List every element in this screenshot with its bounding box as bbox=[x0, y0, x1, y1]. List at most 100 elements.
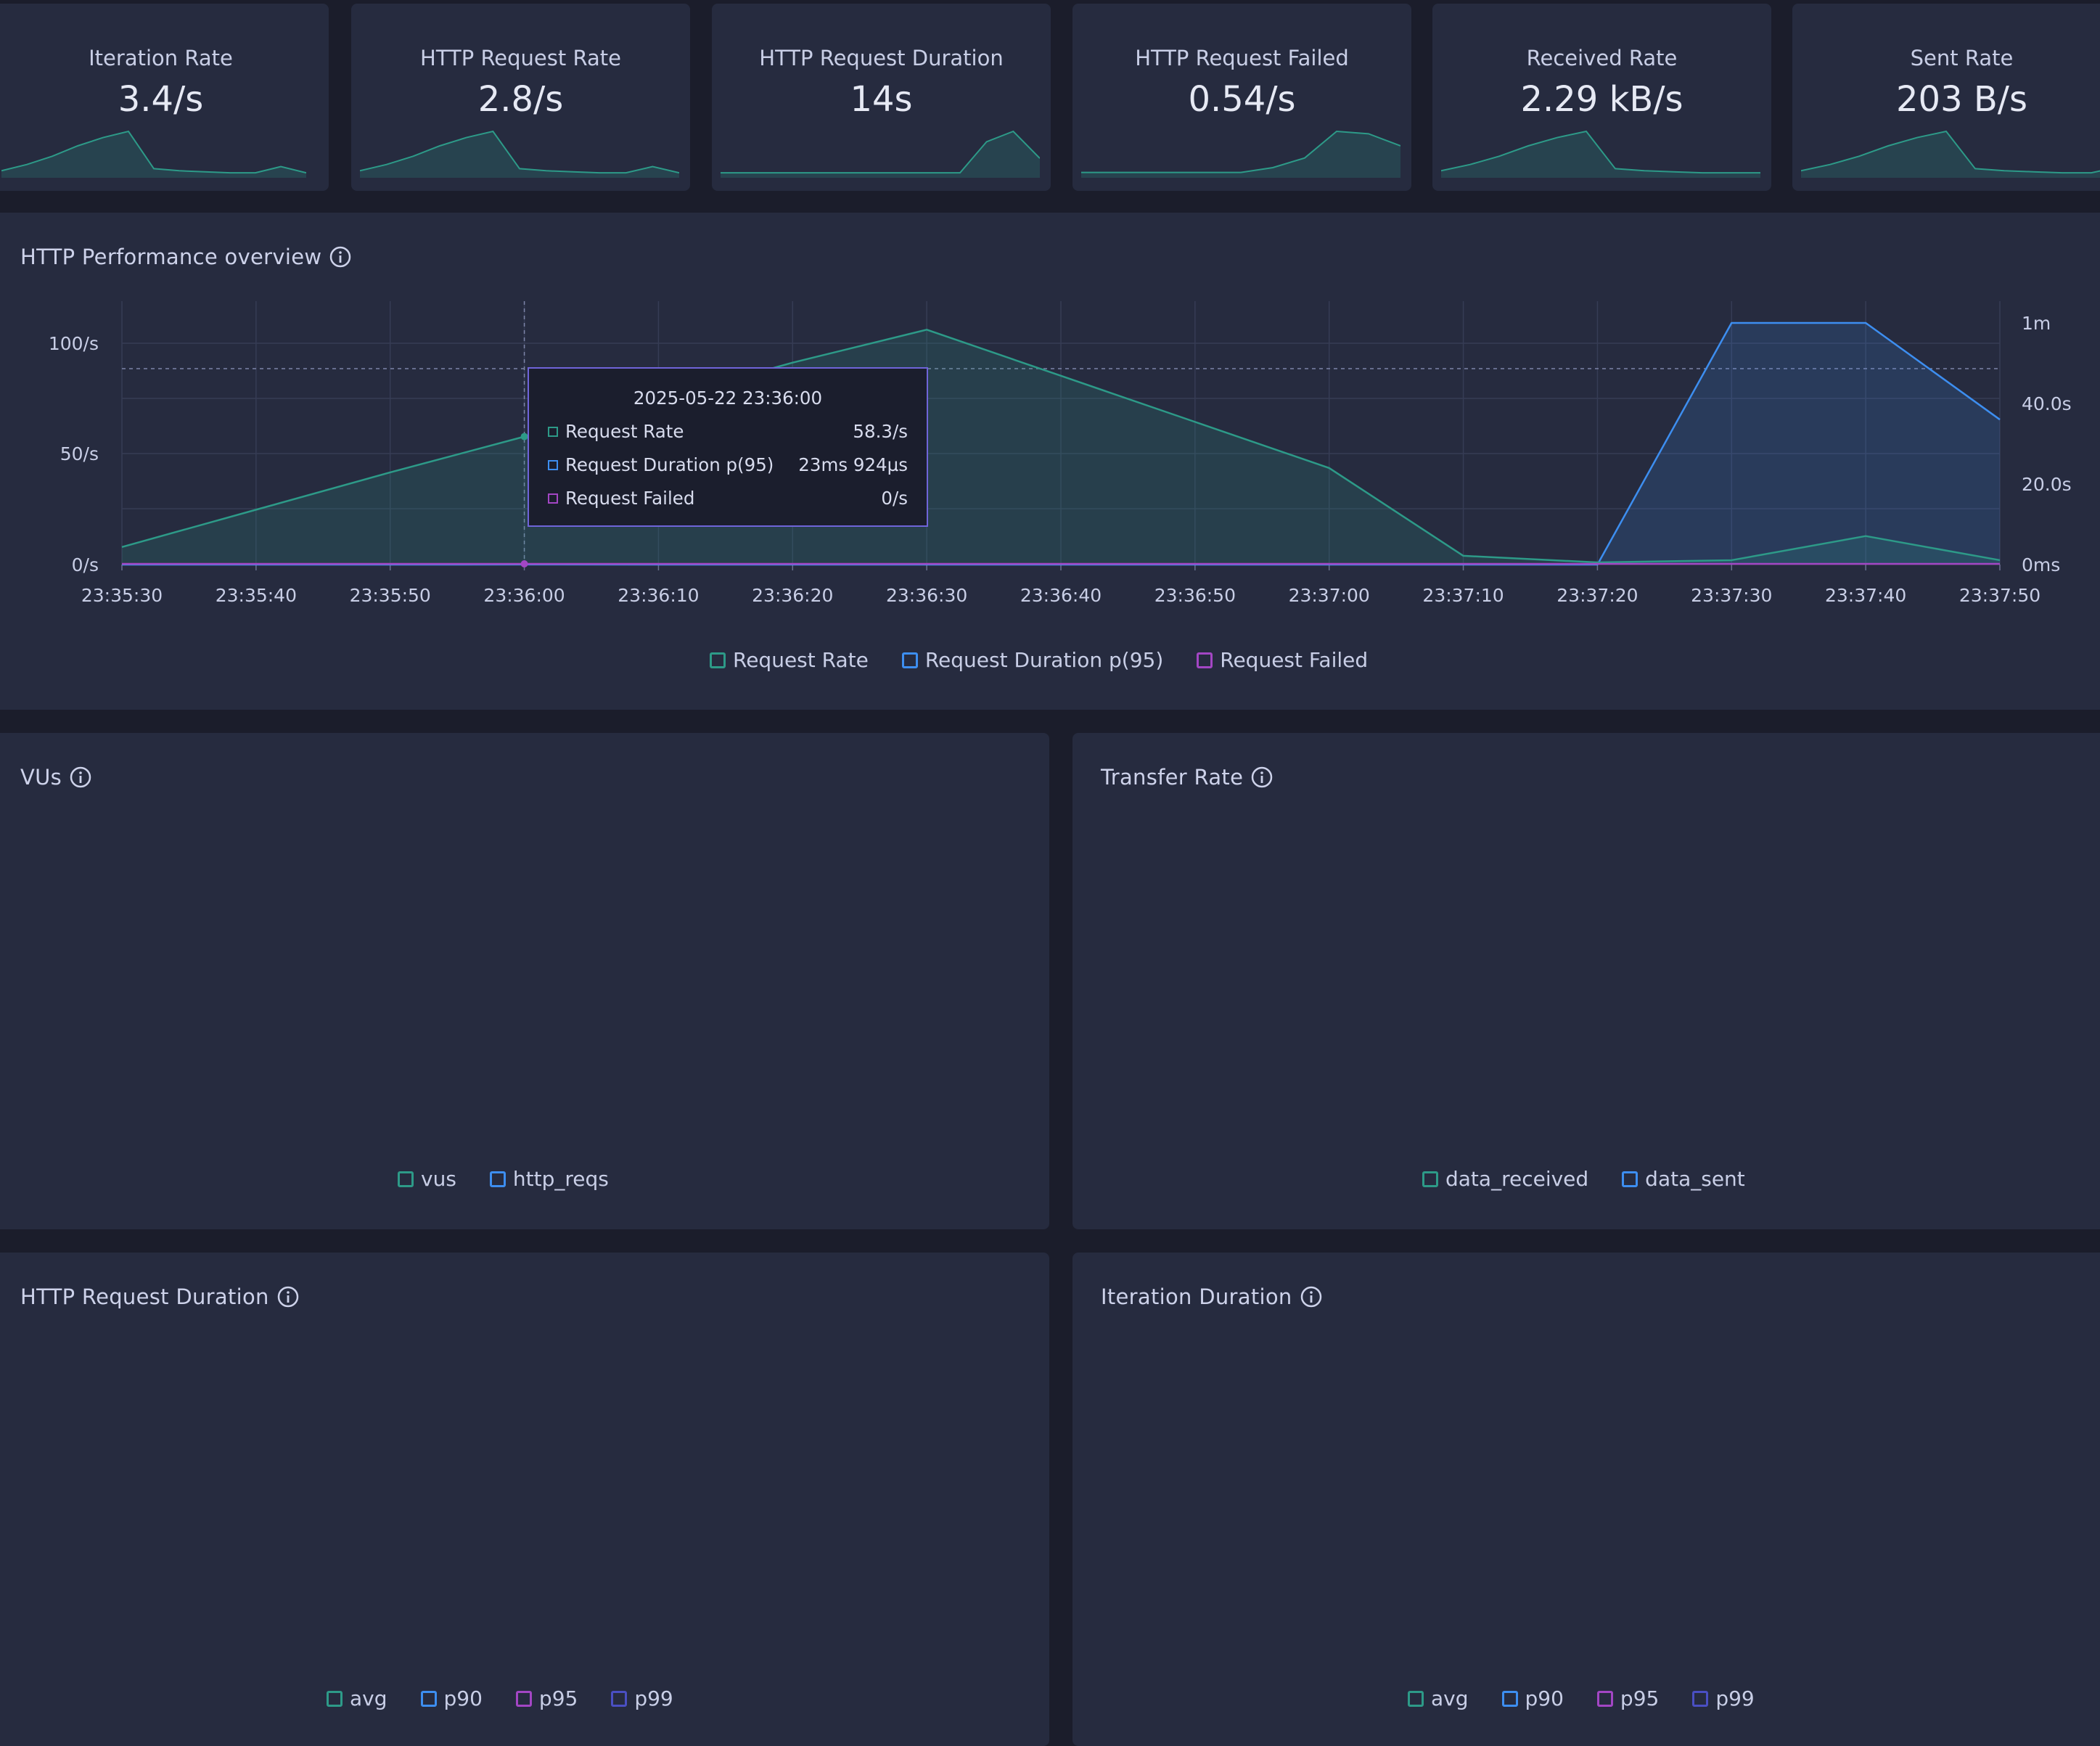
legend-swatch bbox=[1622, 1171, 1638, 1187]
stat-card-http-request-rate: HTTP Request Rate 2.8/s bbox=[351, 4, 690, 191]
legend-item-data-sent[interactable]: data_sent bbox=[1622, 1167, 1745, 1191]
legend-item-request-failed[interactable]: Request Failed bbox=[1197, 648, 1368, 672]
panel-transfer-rate: Transfer Rate bbox=[1072, 733, 2100, 1229]
legend-label: p99 bbox=[634, 1686, 673, 1710]
legend-swatch bbox=[1422, 1171, 1438, 1187]
legend-label: p90 bbox=[443, 1686, 483, 1710]
legend-item-http-reqs[interactable]: http_reqs bbox=[489, 1167, 609, 1191]
info-icon[interactable] bbox=[329, 245, 352, 269]
tooltip-value: 58.3/s bbox=[853, 421, 908, 442]
legend-label: http_reqs bbox=[512, 1167, 609, 1191]
legend-swatch bbox=[420, 1690, 437, 1707]
sparkline-line bbox=[721, 130, 1040, 174]
legend-item-avg[interactable]: avg bbox=[1408, 1686, 1469, 1710]
series-p95-area bbox=[122, 323, 2000, 565]
legend-item-p99[interactable]: p99 bbox=[1692, 1686, 1755, 1710]
sparkline bbox=[1081, 130, 1400, 178]
legend-label: p90 bbox=[1525, 1686, 1564, 1710]
legend-label: Request Duration p(95) bbox=[924, 648, 1164, 672]
tooltip-swatch bbox=[548, 459, 558, 470]
legend-item-vus[interactable]: vus bbox=[398, 1167, 456, 1191]
legend-swatch bbox=[489, 1171, 506, 1187]
legend-label: Request Rate bbox=[733, 648, 869, 672]
chart-tooltip: 2025-05-22 23:36:00 Request Rate 58.3/s … bbox=[528, 367, 928, 527]
legend-swatch bbox=[1197, 652, 1213, 668]
legend-swatch bbox=[398, 1171, 414, 1187]
panel-title: HTTP Performance overview bbox=[20, 245, 352, 269]
stat-value: 3.4/s bbox=[118, 79, 204, 120]
legend-item-avg[interactable]: avg bbox=[327, 1686, 387, 1710]
sparkline bbox=[1801, 130, 2100, 178]
x-tick-label: 23:36:10 bbox=[618, 585, 699, 606]
legend-item-p99[interactable]: p99 bbox=[611, 1686, 673, 1710]
legend-item-request-rate[interactable]: Request Rate bbox=[710, 648, 869, 672]
legend-item-p95[interactable]: p95 bbox=[515, 1686, 578, 1710]
x-tick-label: 23:35:50 bbox=[350, 585, 431, 606]
hover-point bbox=[520, 560, 528, 567]
series-request-rate-line bbox=[121, 329, 2001, 564]
sparkline bbox=[721, 130, 1040, 178]
legend-item-request-duration[interactable]: Request Duration p(95) bbox=[901, 648, 1164, 672]
sparkline-area bbox=[360, 131, 679, 178]
x-tick-label: 23:37:30 bbox=[1691, 585, 1772, 606]
legend-swatch bbox=[515, 1690, 532, 1707]
legend-label: data_sent bbox=[1645, 1167, 1745, 1191]
legend-item-data-received[interactable]: data_received bbox=[1422, 1167, 1588, 1191]
x-tick-label: 23:36:20 bbox=[752, 585, 833, 606]
panel-http-performance-overview: HTTP Performance overview bbox=[0, 213, 2100, 710]
tooltip-swatch bbox=[548, 493, 558, 504]
tooltip-label: Request Failed bbox=[565, 488, 695, 509]
stat-title: HTTP Request Rate bbox=[420, 46, 621, 70]
y2-tick-label: 0ms bbox=[2022, 554, 2060, 575]
legend-swatch bbox=[327, 1690, 343, 1707]
legend-iterdur: avg p90 p95 p99 bbox=[1408, 1686, 1755, 1710]
stat-title: Sent Rate bbox=[1910, 46, 2014, 70]
legend-label: p95 bbox=[538, 1686, 578, 1710]
panel-title: HTTP Request Duration bbox=[20, 1284, 300, 1309]
panel-vus: VUs bbox=[0, 733, 1049, 1229]
panel-title-text: HTTP Performance overview bbox=[20, 245, 322, 269]
legend-overview: Request Rate Request Duration p(95) Requ… bbox=[710, 648, 1368, 672]
sparkline bbox=[1441, 130, 1760, 178]
stat-card-http-request-failed: HTTP Request Failed 0.54/s bbox=[1072, 4, 1411, 191]
stat-value: 0.54/s bbox=[1188, 79, 1296, 120]
legend-swatch bbox=[1501, 1690, 1518, 1707]
legend-label: p99 bbox=[1715, 1686, 1755, 1710]
tooltip-label: Request Duration p(95) bbox=[565, 454, 774, 475]
panel-title: VUs bbox=[20, 765, 92, 790]
x-tick-label: 23:35:40 bbox=[216, 585, 297, 606]
stat-value: 2.29 kB/s bbox=[1520, 79, 1683, 120]
legend-label: avg bbox=[1431, 1686, 1469, 1710]
info-icon[interactable] bbox=[69, 766, 92, 789]
stat-title: HTTP Request Failed bbox=[1135, 46, 1349, 70]
legend-label: p95 bbox=[1620, 1686, 1660, 1710]
x-tick-label: 23:37:20 bbox=[1556, 585, 1638, 606]
panel-title: Transfer Rate bbox=[1101, 765, 1273, 790]
sparkline-area bbox=[1081, 131, 1400, 178]
y2-tick-label: 1m bbox=[2022, 313, 2051, 334]
x-tick-label: 23:35:30 bbox=[81, 585, 163, 606]
stat-value: 2.8/s bbox=[477, 79, 564, 120]
info-icon[interactable] bbox=[1300, 1285, 1323, 1308]
panel-title-text: Iteration Duration bbox=[1101, 1284, 1292, 1309]
info-icon[interactable] bbox=[1250, 766, 1273, 789]
y-tick-label: 50/s bbox=[60, 443, 99, 464]
sparkline-line bbox=[360, 130, 679, 174]
hover-point bbox=[520, 433, 528, 440]
x-tick-label: 23:36:30 bbox=[886, 585, 967, 606]
sparkline bbox=[360, 130, 679, 178]
legend-item-p90[interactable]: p90 bbox=[420, 1686, 483, 1710]
x-tick-label: 23:36:50 bbox=[1154, 585, 1236, 606]
panel-title-text: HTTP Request Duration bbox=[20, 1284, 269, 1309]
legend-item-p90[interactable]: p90 bbox=[1501, 1686, 1564, 1710]
tooltip-row: Request Rate 58.3/s bbox=[548, 421, 908, 442]
legend-label: vus bbox=[421, 1167, 456, 1191]
panel-title-text: Transfer Rate bbox=[1101, 765, 1244, 790]
legend-item-p95[interactable]: p95 bbox=[1596, 1686, 1660, 1710]
info-icon[interactable] bbox=[276, 1285, 300, 1308]
legend-vus: vus http_reqs bbox=[398, 1167, 609, 1191]
tooltip-swatch bbox=[548, 426, 558, 437]
legend-label: avg bbox=[350, 1686, 387, 1710]
legend-label: Request Failed bbox=[1220, 648, 1369, 672]
x-tick-label: 23:36:00 bbox=[483, 585, 565, 606]
